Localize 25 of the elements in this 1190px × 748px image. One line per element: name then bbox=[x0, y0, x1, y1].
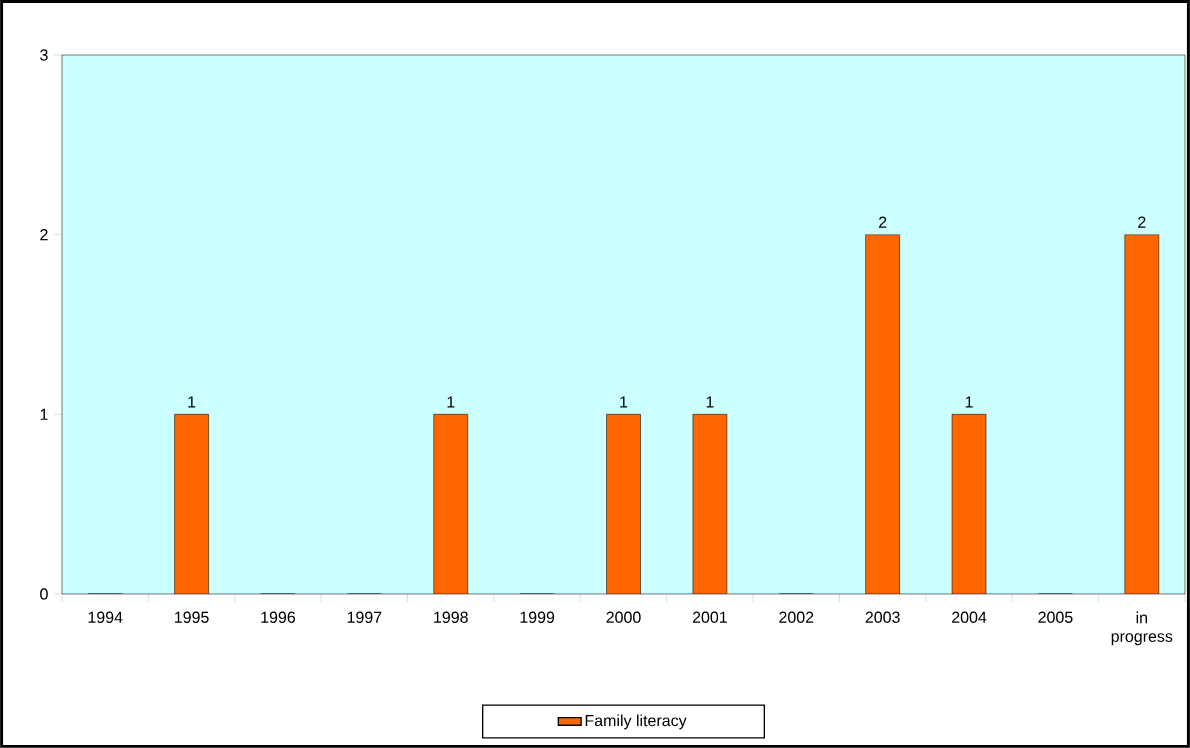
data-label: 2 bbox=[879, 216, 887, 228]
x-tick-label: 2002 bbox=[779, 611, 814, 623]
data-label: 1 bbox=[620, 396, 628, 408]
x-tick-label: 1995 bbox=[175, 611, 209, 623]
data-label: 2 bbox=[1138, 216, 1146, 228]
data-label: 1 bbox=[706, 396, 714, 408]
y-tick-label: 1 bbox=[40, 408, 48, 420]
data-label: 1 bbox=[447, 396, 455, 408]
x-tick-label: 2001 bbox=[692, 611, 727, 623]
x-tick-label: 1996 bbox=[261, 611, 296, 623]
x-tick-label: 2000 bbox=[606, 611, 641, 623]
data-label: 1 bbox=[965, 396, 973, 408]
y-tick-label: 3 bbox=[40, 49, 48, 61]
x-tick-label: 1998 bbox=[434, 611, 468, 623]
y-tick-label: 0 bbox=[40, 588, 48, 600]
y-tick-label: 2 bbox=[40, 229, 48, 241]
x-tick-label: 1997 bbox=[347, 611, 382, 623]
data-label: 1 bbox=[188, 396, 196, 408]
x-tick-label: 2005 bbox=[1038, 611, 1073, 623]
x-tick-label: 2004 bbox=[952, 611, 987, 623]
x-tick-label: 1999 bbox=[520, 611, 555, 623]
legend-label: Family literacy bbox=[585, 714, 687, 730]
x-tick-label: in progress bbox=[1111, 611, 1173, 646]
x-tick-label: 1994 bbox=[88, 611, 123, 623]
x-tick-label: 2003 bbox=[865, 611, 900, 623]
